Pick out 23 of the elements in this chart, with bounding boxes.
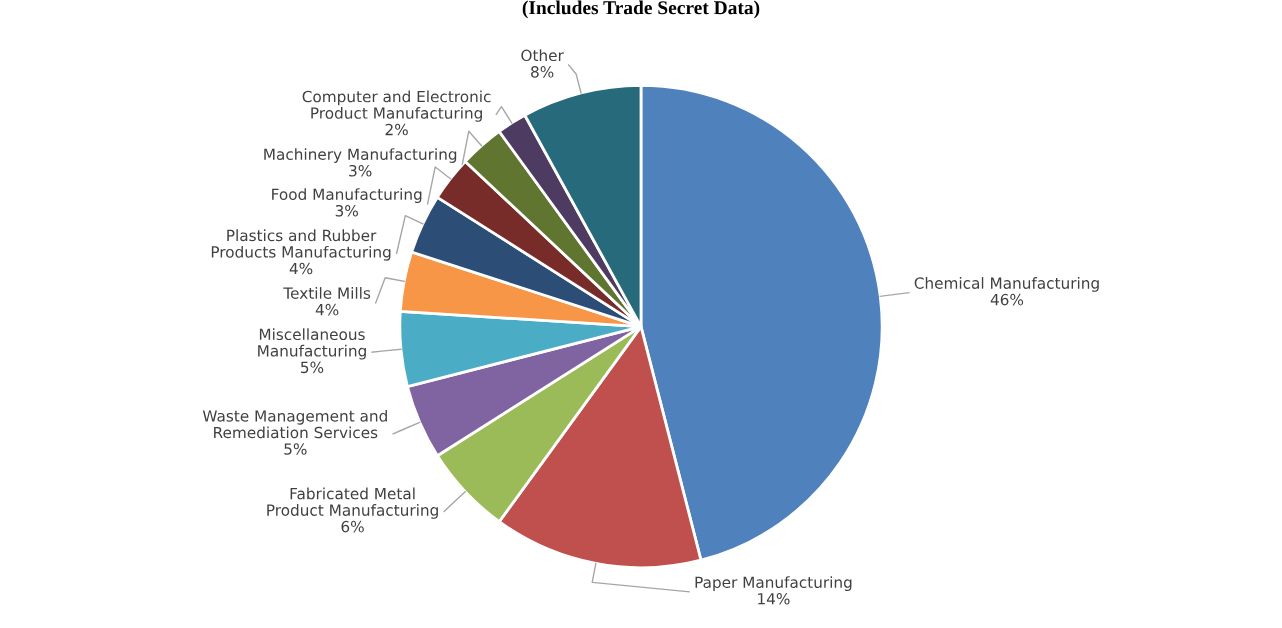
slice-label: Miscellaneous Manufacturing [258,328,366,360]
data-label: 2% [385,123,408,136]
chart-title: (Includes Trade Secret Data) [522,0,760,19]
slice-label: Textile Mills [283,287,371,299]
slice-label: Waste Management and Remediation Services [202,409,387,439]
data-label: 4% [315,303,339,316]
slice-label: Paper Manufacturing [695,576,852,591]
data-label: 4% [289,262,313,275]
data-label: 3% [349,164,372,177]
slice-label: Machinery Manufacturing [264,148,457,163]
slice-label: Food Manufacturing [272,188,422,203]
data-label: 14% [758,593,790,605]
slice-label: Fabricated Metal Product Manufacturing [267,487,438,519]
data-label: 8% [531,66,554,78]
slice-label: Plastics and Rubber Products Manufacturing [211,229,391,261]
data-label: 6% [341,520,364,533]
data-label: 5% [284,443,307,455]
slice-label: Other [521,49,564,62]
data-label: 46% [990,293,1024,306]
data-label: 5% [301,361,324,374]
slice-label: Computer and Electronic Product Manufacturing [302,90,491,122]
data-label: 3% [335,205,358,217]
slice-label: Chemical Manufacturing [914,277,1099,292]
